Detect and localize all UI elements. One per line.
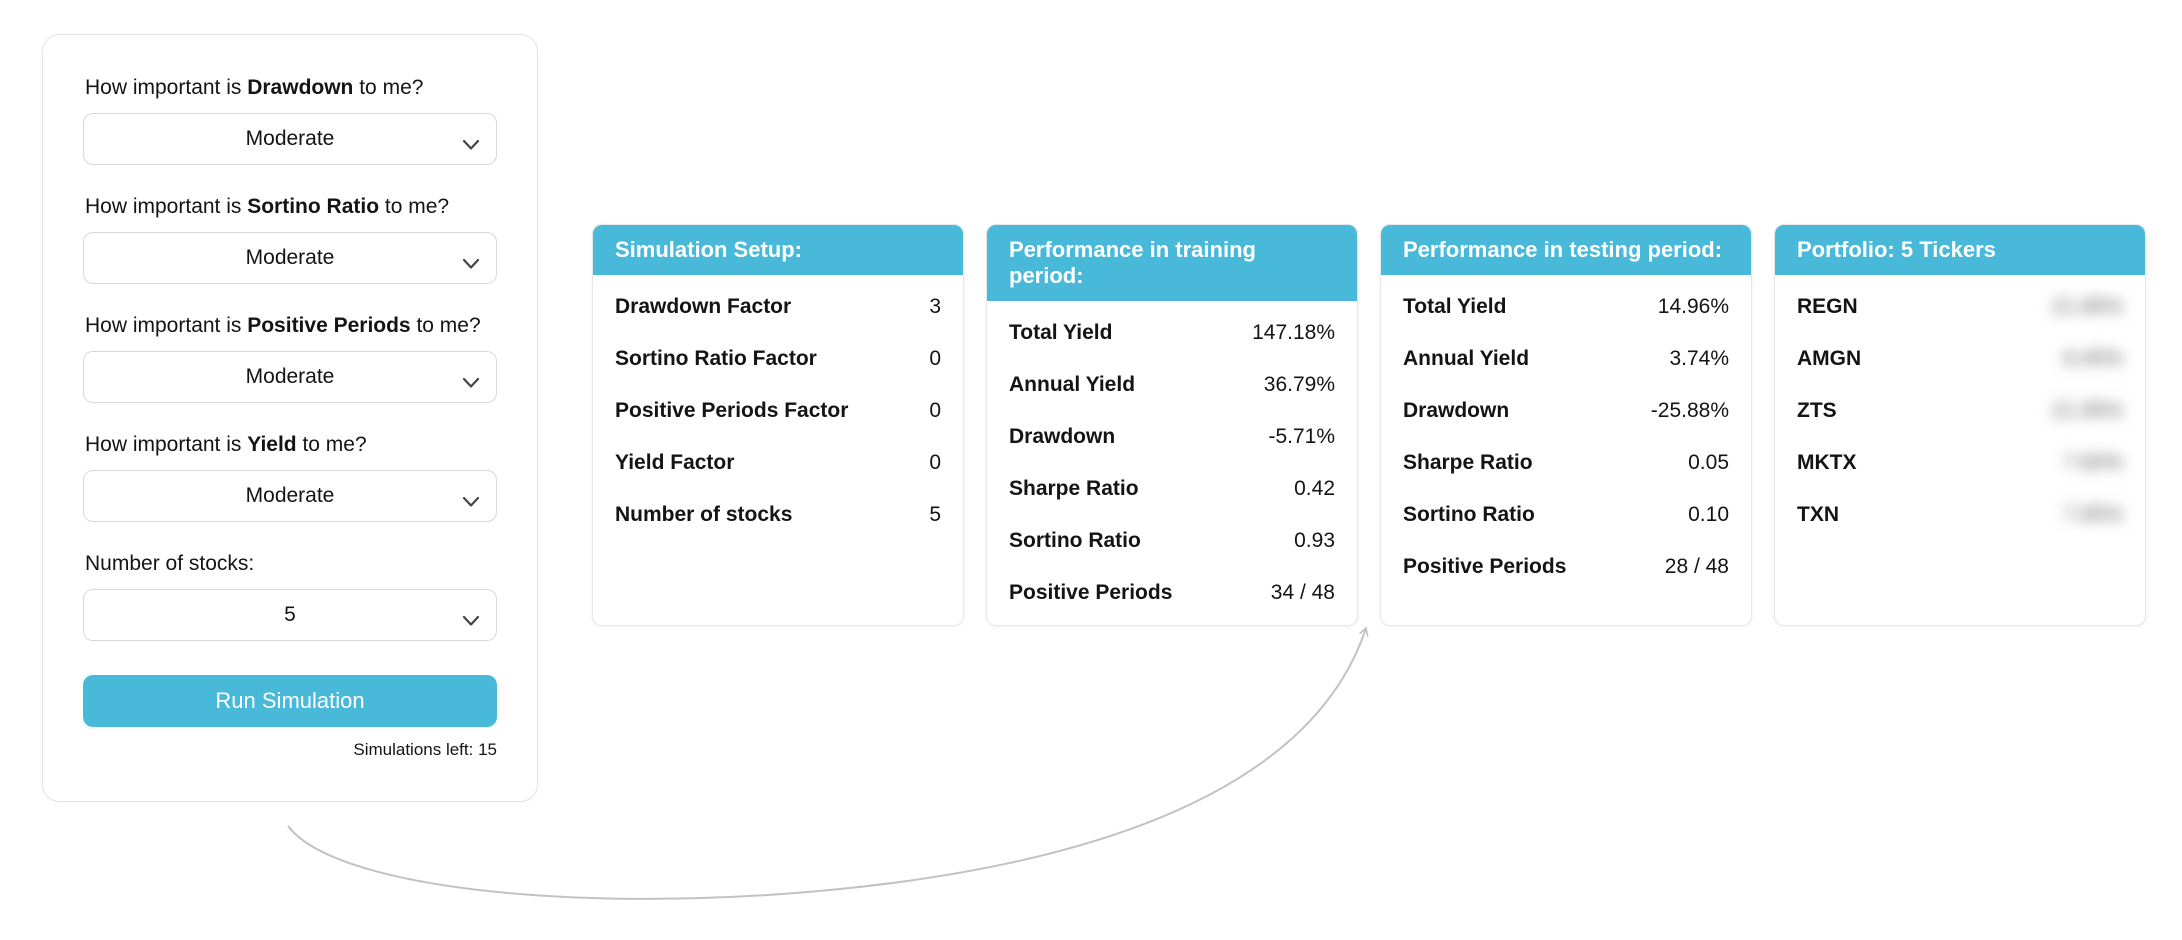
stat-row: Annual Yield 3.74%	[1403, 347, 1729, 370]
card-training-performance-title: Performance in training period:	[987, 225, 1357, 301]
stat-row: Sharpe Ratio 0.42	[1009, 477, 1335, 500]
number-of-stocks-value: 5	[284, 603, 296, 626]
ticker-weight-blurred: 21.95%	[2051, 399, 2123, 422]
importance-drawdown-label: How important is Drawdown to me?	[85, 76, 424, 99]
ticker-row: MKTX 7.60%	[1775, 437, 2145, 489]
ticker-weight-blurred: 7.65%	[2063, 503, 2123, 526]
ticker-symbol: REGN	[1797, 295, 1858, 318]
ticker-symbol: MKTX	[1797, 451, 1857, 474]
stat-row: Drawdown Factor 3	[615, 295, 941, 318]
chevron-down-icon	[462, 609, 480, 626]
stat-row: Total Yield 147.18%	[1009, 321, 1335, 344]
card-portfolio: Portfolio: 5 Tickers REGN 21.85% AMGN 8.45…	[1774, 224, 2146, 626]
importance-positive-periods-value: Moderate	[245, 365, 335, 388]
chevron-down-icon	[462, 490, 480, 507]
importance-drawdown-value: Moderate	[245, 127, 335, 150]
stat-row: Positive Periods 28 / 48	[1403, 555, 1729, 578]
importance-drawdown-select[interactable]: Moderate	[83, 113, 497, 165]
importance-sortino-value: Moderate	[245, 246, 335, 269]
ticker-symbol: ZTS	[1797, 399, 1837, 422]
importance-positive-periods-label: How important is Positive Periods to me?	[85, 314, 481, 337]
importance-positive-periods-select[interactable]: Moderate	[83, 351, 497, 403]
stat-row: Drawdown -5.71%	[1009, 425, 1335, 448]
ticker-weight-blurred: 7.60%	[2063, 451, 2123, 474]
stat-row: Number of stocks 5	[615, 503, 941, 526]
importance-sortino-select[interactable]: Moderate	[83, 232, 497, 284]
importance-yield-select[interactable]: Moderate	[83, 470, 497, 522]
simulation-controls-panel: How important is Drawdown to me? Moderat…	[42, 34, 538, 802]
stat-row: Positive Periods Factor 0	[615, 399, 941, 422]
stat-row: Annual Yield 36.79%	[1009, 373, 1335, 396]
results-cards-row: Simulation Setup: Drawdown Factor 3 Sorti…	[592, 224, 2146, 626]
card-testing-performance: Performance in testing period: Total Yie…	[1380, 224, 1752, 626]
chevron-down-icon	[462, 371, 480, 388]
card-training-performance: Performance in training period: Total Yi…	[986, 224, 1358, 626]
card-simulation-setup-title: Simulation Setup:	[593, 225, 963, 275]
chevron-down-icon	[462, 252, 480, 269]
number-of-stocks-label: Number of stocks:	[85, 552, 255, 575]
card-simulation-setup: Simulation Setup: Drawdown Factor 3 Sorti…	[592, 224, 964, 626]
run-simulation-button[interactable]: Run Simulation	[83, 675, 497, 727]
ticker-symbol: AMGN	[1797, 347, 1862, 370]
card-testing-performance-title: Performance in testing period:	[1381, 225, 1751, 275]
number-of-stocks-select[interactable]: 5	[83, 589, 497, 641]
stat-row: Positive Periods 34 / 48	[1009, 581, 1335, 604]
stat-row: Sortino Ratio Factor 0	[615, 347, 941, 370]
ticker-weight-blurred: 8.45%	[2063, 347, 2123, 370]
stat-row: Sortino Ratio 0.93	[1009, 529, 1335, 552]
ticker-row: TXN 7.65%	[1775, 489, 2145, 541]
ticker-weight-blurred: 21.85%	[2051, 295, 2123, 318]
stat-row: Sortino Ratio 0.10	[1403, 503, 1729, 526]
importance-sortino-label: How important is Sortino Ratio to me?	[85, 195, 450, 218]
ticker-row: ZTS 21.95%	[1775, 385, 2145, 437]
card-portfolio-title: Portfolio: 5 Tickers	[1775, 225, 2145, 275]
importance-yield-label: How important is Yield to me?	[85, 433, 367, 456]
stat-row: Yield Factor 0	[615, 451, 941, 474]
chevron-down-icon	[462, 133, 480, 150]
stat-row: Drawdown -25.88%	[1403, 399, 1729, 422]
ticker-row: AMGN 8.45%	[1775, 333, 2145, 385]
ticker-row: REGN 21.85%	[1775, 281, 2145, 333]
ticker-symbol: TXN	[1797, 503, 1839, 526]
simulations-left-counter: Simulations left: 15	[353, 740, 497, 759]
stat-row: Total Yield 14.96%	[1403, 295, 1729, 318]
stat-row: Sharpe Ratio 0.05	[1403, 451, 1729, 474]
importance-yield-value: Moderate	[245, 484, 335, 507]
